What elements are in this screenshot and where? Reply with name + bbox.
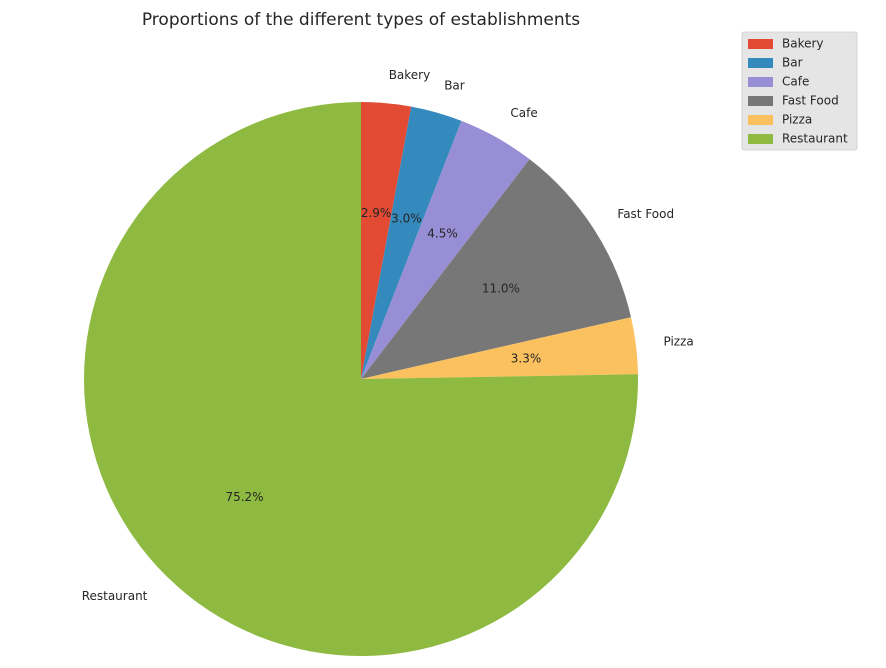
pie-slice-fast-food: [361, 159, 632, 379]
slice-label-restaurant: Restaurant: [82, 589, 148, 603]
slice-percent-cafe: 4.5%: [427, 227, 458, 241]
slice-label-bakery: Bakery: [389, 68, 431, 82]
pie-slice-restaurant: [84, 102, 639, 656]
legend-items: Bakery Bar Cafe Fast Food Pizza Restaurant: [748, 37, 848, 146]
slice-percent-pizza: 3.3%: [511, 351, 542, 365]
slice-label-pizza: Pizza: [664, 335, 694, 349]
pie-slice-pizza: [361, 317, 638, 379]
legend-label-bakery: Bakery: [782, 37, 824, 51]
legend-swatch-bakery: [748, 39, 773, 49]
slice-percent-bar: 3.0%: [391, 212, 422, 226]
legend-label-cafe: Cafe: [782, 75, 809, 89]
slice-label-cafe: Cafe: [510, 106, 537, 120]
legend-swatch-fast-food: [748, 96, 773, 106]
pie-slice-bakery: [361, 101, 412, 379]
pie-slices: [84, 101, 639, 656]
slice-label-bar: Bar: [444, 78, 465, 92]
legend-label-bar: Bar: [782, 56, 803, 70]
legend-swatch-cafe: [748, 77, 773, 87]
slice-percent-restaurant: 75.2%: [225, 490, 263, 504]
pie-slice-bar: [361, 106, 462, 379]
chart-title: Proportions of the different types of es…: [142, 10, 580, 30]
slice-percent-fast-food: 11.0%: [482, 282, 520, 296]
pie-slice-cafe: [361, 120, 530, 379]
legend-swatch-pizza: [748, 115, 773, 125]
slice-labels: Bakery Bar Cafe Fast Food Pizza Restaurant: [82, 68, 694, 603]
slice-label-fast-food: Fast Food: [617, 207, 674, 221]
legend: Bakery Bar Cafe Fast Food Pizza Restaurant: [741, 31, 858, 151]
slice-percent-labels: 2.9% 3.0% 4.5% 11.0% 3.3% 75.2%: [225, 206, 541, 504]
slice-percent-bakery: 2.9%: [361, 206, 392, 220]
legend-swatch-restaurant: [748, 134, 773, 144]
legend-label-fast-food: Fast Food: [782, 94, 839, 108]
legend-label-pizza: Pizza: [782, 113, 812, 127]
legend-label-restaurant: Restaurant: [782, 132, 848, 146]
legend-swatch-bar: [748, 58, 773, 68]
